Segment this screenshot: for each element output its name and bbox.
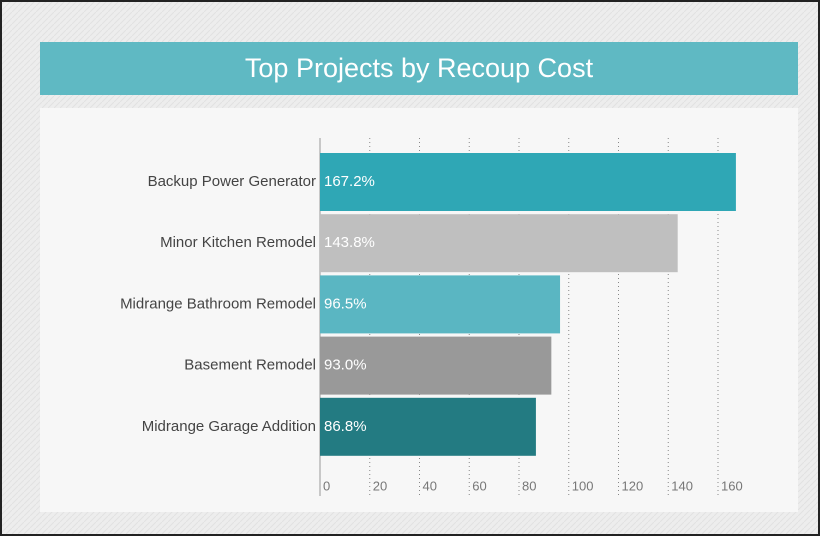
category-label: Backup Power Generator	[148, 173, 316, 190]
bar	[320, 153, 736, 211]
bar	[320, 214, 678, 273]
plot: 0 20 40 60 80 100 120 140 160 Backup Power Genera…	[120, 138, 743, 496]
value-label: 93.0%	[324, 357, 367, 374]
header-band	[40, 42, 798, 95]
value-label: 143.8%	[324, 234, 375, 251]
chart-title: Top Projects by Recoup Cost	[245, 53, 594, 83]
bar	[320, 397, 536, 456]
x-tick-label: 160	[721, 478, 743, 493]
value-label: 86.8%	[324, 418, 367, 435]
category-label: Midrange Garage Addition	[142, 418, 316, 435]
category-label: Basement Remodel	[184, 357, 316, 374]
bar	[320, 275, 561, 334]
x-tick-label: 20	[373, 478, 387, 493]
bar	[320, 336, 552, 395]
x-tick-label: 140	[671, 478, 693, 493]
x-tick-label: 60	[472, 478, 486, 493]
category-label: Midrange Bathroom Remodel	[120, 295, 316, 312]
x-tick-label: 120	[622, 478, 644, 493]
category-label: Minor Kitchen Remodel	[160, 234, 316, 251]
x-tick-label: 0	[323, 478, 330, 493]
x-tick-label: 80	[522, 478, 536, 493]
x-tick-label: 100	[572, 478, 594, 493]
value-label: 167.2%	[324, 173, 375, 190]
value-label: 96.5%	[324, 295, 367, 312]
x-tick-label: 40	[423, 478, 437, 493]
